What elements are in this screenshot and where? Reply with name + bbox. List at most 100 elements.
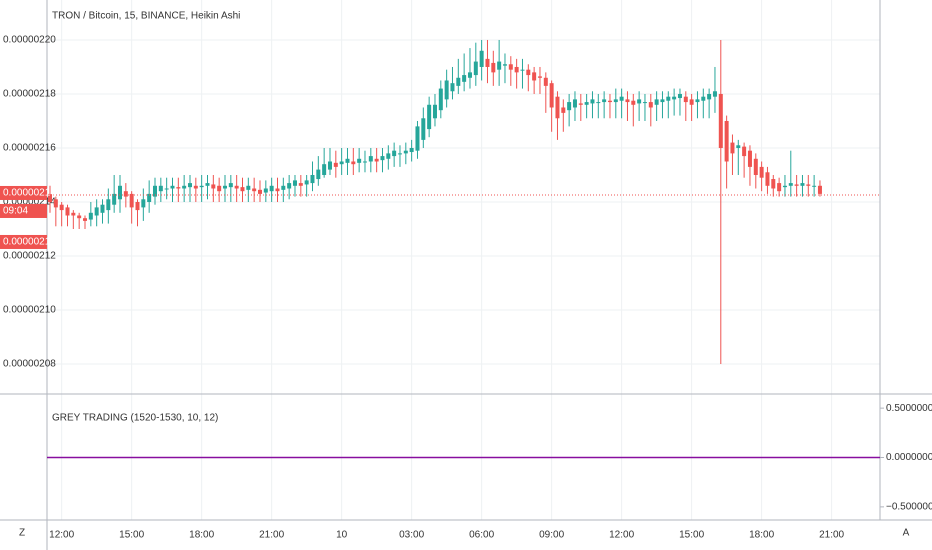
candle-body [357,158,362,163]
candle-body [812,185,817,187]
candle-body [695,99,700,103]
candle-body [333,162,338,167]
candle-body [491,62,496,73]
candle-body [613,99,618,103]
corner-button[interactable]: A [903,528,910,539]
candle-body [689,99,694,105]
indicator-title: GREY TRADING (1520-1530, 10, 12) [52,413,218,424]
candle-body [368,156,373,162]
candle-body [561,107,566,113]
candle-body [596,102,601,104]
candle-body [240,187,245,192]
candle-body [485,58,490,67]
candle-body [94,207,99,216]
x-tick-label: 18:00 [189,530,214,541]
candle-body [759,166,764,178]
candle-body [782,185,787,188]
candle-body [164,188,169,190]
candle-body [456,77,461,86]
candle-body [543,77,548,86]
candle-body [123,191,128,197]
candle-body [77,215,82,219]
price-label-box [0,203,47,218]
candle-body [567,102,572,111]
candle-body [281,185,286,190]
candle-body [205,183,210,186]
candle-body [444,80,449,100]
grid [47,0,880,520]
candle-body [817,185,822,194]
y-tick-label: 0.00000212 [3,251,56,262]
candle-body [520,69,525,71]
corner-button[interactable]: Z [19,528,25,539]
candle-body [683,96,688,103]
candle-body [438,88,443,111]
candle-body [572,99,577,108]
candle-body [502,64,507,66]
x-tick-label: 09:00 [539,530,564,541]
candle-body [462,75,467,82]
x-tick-label: 18:00 [749,530,774,541]
candle-body [59,204,64,211]
candle-body [222,185,227,189]
candle-body [409,147,414,153]
candle-body [427,104,432,130]
candle-body [526,69,531,76]
candle-body [584,102,589,105]
candle-body [275,188,280,192]
candle-body [753,158,758,175]
candle-body [100,204,105,213]
candle-body [287,183,292,189]
candle-body [228,183,233,188]
x-tick-label: 21:00 [819,530,844,541]
candle-body [677,93,682,99]
candle-body [263,188,268,193]
y-tick-label: 0.00000218 [3,89,56,100]
candle-body [327,161,332,170]
candle-body [82,218,87,221]
price-label: 0.00000214 [3,237,56,248]
candle-body [316,169,321,180]
candle-body [269,185,274,192]
candle-body [771,179,776,189]
candle-body [742,146,747,157]
candle-body [642,102,647,104]
candle-body [322,164,327,175]
candle-body [730,142,735,154]
candle-body [555,96,560,119]
candle-body [497,61,502,70]
x-tick-label: 06:00 [469,530,494,541]
candle-body [182,185,187,189]
candle-body [637,99,642,104]
x-tick-label: 10 [336,530,348,541]
candle-body [339,161,344,165]
candle-body [217,185,222,192]
candle-body [88,212,93,220]
candle-body [141,199,146,208]
candle-body [479,50,484,67]
y-tick-label: 0.00000210 [3,305,56,316]
x-tick-label: 03:00 [399,530,424,541]
candle-body [65,207,70,216]
candle-body [71,212,76,216]
candle-body [374,158,379,162]
candle-body [806,184,811,186]
y-tick-label: 0.00000220 [3,35,56,46]
candle-body [135,201,140,211]
candle-body [147,193,152,202]
chart-title: TRON / Bitcoin, 15, BINANCE, Heikin Ashi [52,11,240,22]
candle-body [397,153,402,155]
candle-body [765,172,770,186]
candle-body [415,126,420,151]
candle-body [549,83,554,108]
price-label-box [0,234,47,249]
y-tick-label: 0.00000216 [3,143,56,154]
candle-body [747,150,752,167]
candle-body [631,100,636,105]
x-tick-label: 21:00 [259,530,284,541]
candle-body [187,183,192,188]
candle-body [257,189,262,194]
